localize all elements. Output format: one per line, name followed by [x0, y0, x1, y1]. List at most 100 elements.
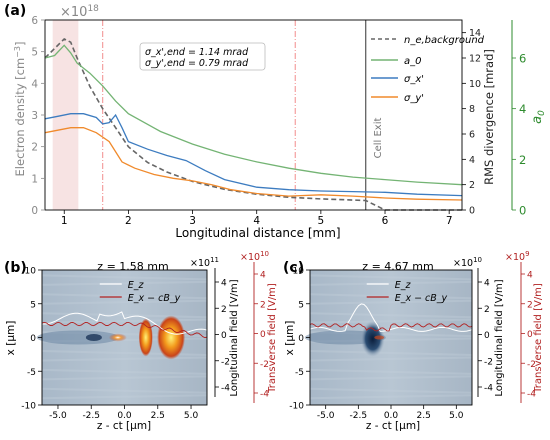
legend-label-sy: σ_y' [404, 93, 424, 104]
mid-tick-label-1: 2 [469, 180, 475, 191]
left-tick-label-1: 1 [31, 173, 38, 185]
right-axis-label: a0 [530, 110, 547, 124]
panel-c-xlabel: z - ct [μm] [366, 420, 420, 432]
left-tick-label-3: 3 [31, 110, 38, 122]
x-tick-label-2: 3 [189, 215, 196, 227]
y-tick-label-4: 10 [293, 267, 305, 277]
mid-tick-label-5: 10 [469, 79, 481, 90]
field-blob-1 [374, 335, 385, 340]
wake-streak-1 [309, 387, 473, 394]
y-tick-label-3: 5 [30, 300, 36, 310]
y-tick-label-0: -10 [289, 402, 304, 412]
wake-streak-2 [309, 375, 473, 381]
left-tick-label-4: 4 [31, 78, 38, 90]
trans-tick-label-3: 2 [260, 300, 266, 310]
wake-streak-13 [309, 274, 473, 281]
legend-label-sx: σ_x' [404, 74, 424, 85]
legend-trans-label: E_x − cB_y [395, 293, 448, 304]
left-tick-label-2: 2 [31, 142, 38, 154]
mid-tick-label-3: 6 [469, 130, 475, 141]
cell-exit-label: Cell Exit [373, 118, 384, 159]
x-tick-label-2: 0.0 [117, 411, 132, 421]
right-tick-label-2: 4 [519, 102, 526, 116]
x-tick-label-0: -5.0 [49, 411, 67, 421]
trans-tick-label-4: 4 [527, 271, 533, 281]
trans-tick-label-2: 0 [527, 330, 533, 340]
panel-b-label: (b) [4, 260, 27, 276]
mid-tick-label-0: 0 [469, 206, 475, 217]
x-tick-label-1: -2.5 [350, 411, 368, 421]
series-line-3 [44, 127, 463, 201]
y-tick-label-2: 0 [298, 334, 304, 344]
wake-streak-10 [309, 299, 473, 305]
wake-streak-8 [309, 318, 473, 324]
long-tick-label-1: -2 [221, 357, 230, 367]
panel-c-trans-label: Transverse field [V/m] [533, 283, 544, 394]
right-tick-label-3: 6 [519, 52, 526, 66]
wake-streak-12 [309, 280, 473, 286]
long-tick-label-3: 2 [221, 305, 227, 315]
panel-c-label: (c) [283, 260, 304, 276]
y-tick-label-0: -10 [21, 402, 36, 412]
x-axis-label: Longitudinal distance [mm] [175, 226, 340, 240]
y-tick-label-3: 5 [298, 300, 304, 310]
wake-streak-0 [309, 394, 473, 400]
long-tick-label-2: 0 [221, 331, 227, 341]
wake-streak-11 [309, 293, 473, 300]
x-tick-label-1: -2.5 [82, 411, 100, 421]
wake-streak-10 [41, 299, 208, 305]
y-tick-label-1: -5 [27, 368, 36, 378]
y-tick-label-2: 0 [30, 334, 36, 344]
panel-b-exp-left: ×1011 [190, 256, 219, 269]
panel-c-plot-area: E_z E_x − cB_y -5.0 -2.5 0.0 2.5 5.0 -10 -5 0 5 10 -… [289, 262, 536, 421]
field-blob-3 [157, 315, 186, 360]
x-tick-label-5: 6 [382, 215, 389, 227]
wake-streak-11 [41, 293, 208, 300]
long-tick-label-4: 4 [484, 279, 490, 289]
wake-streak-3 [41, 368, 208, 375]
legend: n_e,background a_0 σ_x' σ_y' [371, 35, 485, 104]
panel-c-exp-right: ×109 [505, 250, 530, 263]
panel-c-exp-left: ×1010 [453, 256, 482, 269]
legend-ez-label: E_z [128, 280, 145, 291]
wake-streak-13 [41, 274, 208, 281]
trans-tick-label-1: -2 [527, 360, 536, 370]
mid-tick-label-7: 14 [469, 28, 481, 39]
wake-streak-0 [41, 394, 208, 400]
long-tick-label-2: 0 [484, 331, 490, 341]
x-tick-label-0: 1 [61, 215, 68, 227]
mid-axis-label: RMS divergence [mrad] [482, 49, 496, 185]
wake-streak-4 [41, 356, 208, 362]
series-line-1 [44, 44, 463, 186]
x-tick-label-2: 0.0 [384, 411, 399, 421]
panel-b-ylabel: x [μm] [5, 321, 17, 356]
y-tick-label-4: 10 [25, 267, 37, 277]
legend-trans-label: E_x − cB_y [128, 293, 181, 304]
wake-streak-5 [309, 350, 473, 356]
panel-c: (c) z = 4.67 mm ×1010 ×109 E_zE_x − cB_y… [283, 250, 544, 432]
legend-label-density: n_e,background [404, 35, 485, 46]
trans-tick-label-2: 0 [260, 330, 266, 340]
right-tick-label-1: 2 [519, 153, 526, 167]
annotation-box [139, 42, 266, 71]
wake-streak-12 [41, 280, 208, 286]
long-tick-label-3: 2 [484, 305, 490, 315]
mid-tick-label-4: 8 [469, 104, 475, 115]
trans-tick-label-0: -4 [527, 390, 536, 400]
panel-b-long-label: Longitudinal field [V/m] [229, 279, 240, 396]
panel-a-exponent: ×1018 [60, 4, 99, 20]
transverse-line [309, 323, 473, 332]
annotation-sigma-x: σ_x',end = 1.14 mrad [145, 47, 249, 58]
long-tick-label-1: -2 [484, 357, 493, 367]
x-tick-label-0: -5.0 [317, 411, 335, 421]
trans-tick-label-3: 2 [527, 300, 533, 310]
panel-b: (b) z = 1.58 mm ×1011 ×1010 E_zE_x − cB_… [4, 250, 278, 432]
mid-tick-label-2: 4 [469, 155, 475, 166]
panel-b-xlabel: z - ct [μm] [97, 420, 151, 432]
panel-b-trans-label: Transverse field [V/m] [267, 283, 278, 394]
x-tick-label-3: 4 [253, 215, 260, 227]
long-tick-label-0: -4 [484, 384, 493, 394]
field-blob-2 [138, 318, 153, 357]
trans-tick-label-0: -4 [260, 390, 269, 400]
field-blob-1 [108, 333, 127, 342]
